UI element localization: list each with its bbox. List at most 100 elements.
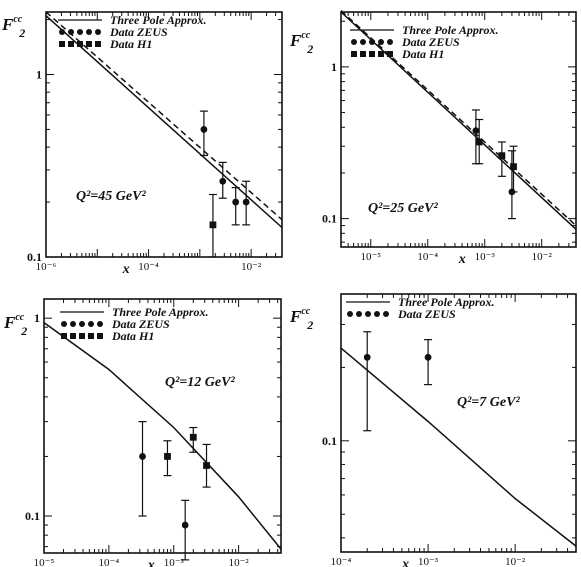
legend-circle-sample — [369, 39, 375, 45]
model-curve-dashed — [340, 10, 577, 227]
legend-label: Data H1 — [111, 329, 154, 343]
legend-label: Data ZEUS — [397, 307, 456, 321]
x-tick-label: 10⁻² — [229, 557, 250, 567]
chart-panel-3: 10⁻⁵ 10⁻⁴ 10⁻³ 10⁻² 0.1 1 x Fcc 2 Three Pole Appr… — [3, 298, 282, 567]
chart-panel-4: 10⁻⁴ 10⁻³ 10⁻² 0.1 x Fcc 2 Three Pole Approx.Da… — [289, 293, 577, 567]
legend-circle-sample — [356, 311, 362, 317]
model-curve — [340, 11, 577, 230]
q2-annotation: Q²=7 GeV² — [457, 395, 520, 410]
legend-circle-sample — [347, 311, 353, 317]
legend-square-sample — [70, 333, 76, 339]
model-curve — [340, 347, 577, 547]
h1-data-point — [203, 462, 210, 469]
y-axis-label: Fcc 2 — [289, 30, 313, 56]
legend-square-sample — [61, 333, 67, 339]
legend-square-sample — [387, 51, 393, 57]
x-axis-label: x — [401, 557, 409, 567]
legend-circle-sample — [70, 321, 76, 327]
y-axis-label: Fcc 2 — [3, 312, 27, 338]
legend-circle-sample — [374, 311, 380, 317]
legend-square-sample — [351, 51, 357, 57]
legend-square-sample — [77, 41, 83, 47]
legend-circle-sample — [61, 321, 67, 327]
zeus-data-point — [424, 353, 432, 361]
h1-data-point — [498, 152, 506, 160]
legend-square-sample — [59, 41, 65, 47]
legend-label: Data H1 — [401, 47, 444, 61]
plot-frame — [340, 293, 577, 553]
x-tick-label: 10⁻⁴ — [138, 261, 159, 273]
zeus-data-point — [181, 521, 189, 529]
legend-circle-sample — [68, 29, 74, 35]
x-tick-label: 10⁻⁶ — [36, 261, 57, 273]
x-tick-label: 10⁻² — [241, 261, 262, 273]
legend-label: Data H1 — [109, 37, 152, 51]
legend-square-sample — [95, 41, 101, 47]
legend-circle-sample — [387, 39, 393, 45]
legend-label: Three Pole Approx. — [398, 295, 495, 309]
legend-circle-sample — [77, 29, 83, 35]
x-tick-label: 10⁻² — [505, 556, 526, 567]
zeus-data-point — [472, 127, 480, 135]
x-tick-label: 10⁻⁴ — [331, 556, 352, 567]
legend-circle-sample — [351, 39, 357, 45]
legend-circle-sample — [360, 39, 366, 45]
legend-square-sample — [378, 51, 384, 57]
legend-circle-sample — [383, 311, 389, 317]
x-axis-label: x — [122, 262, 130, 277]
h1-data-point — [164, 453, 171, 460]
x-tick-label: 10⁻² — [532, 251, 553, 263]
legend-circle-sample — [88, 321, 94, 327]
legend-label: Data ZEUS — [401, 35, 460, 49]
legend-circle-sample — [365, 311, 371, 317]
x-tick-label: 10⁻⁴ — [417, 251, 438, 263]
x-tick-label: 10⁻³ — [164, 557, 185, 567]
legend-label: Three Pole Approx. — [402, 23, 499, 37]
zeus-data-point — [139, 453, 146, 460]
y-tick-label: 0.1 — [322, 212, 337, 226]
x-axis-label: x — [147, 558, 155, 567]
legend-square-sample — [68, 41, 74, 47]
legend-circle-sample — [59, 29, 65, 35]
y-tick-label: 1 — [36, 67, 42, 81]
h1-data-point — [209, 221, 217, 229]
zeus-data-point — [232, 198, 240, 206]
model-curve — [43, 321, 282, 550]
legend-circle-sample — [95, 29, 101, 35]
model-curve — [45, 15, 283, 229]
y-tick-label: 1 — [34, 311, 40, 325]
legend-square-sample — [86, 41, 92, 47]
zeus-data-point — [363, 353, 371, 361]
q2-annotation: Q²=45 GeV² — [76, 189, 146, 204]
zeus-data-point — [200, 126, 208, 133]
y-tick-label: 0.1 — [27, 250, 42, 264]
chart-panel-2: 10⁻⁵ 10⁻⁴ 10⁻³ 10⁻² 0.1 1 x Fcc 2 Three Pole Appr… — [289, 10, 577, 267]
zeus-data-point — [219, 177, 227, 185]
h1-data-point — [189, 433, 197, 441]
h1-data-point — [475, 138, 483, 146]
legend-label: Three Pole Approx. — [112, 305, 209, 319]
legend-label: Data ZEUS — [109, 25, 168, 39]
y-tick-label: 1 — [331, 60, 337, 74]
x-axis-label: x — [458, 252, 466, 267]
y-tick-label: 0.1 — [25, 509, 40, 523]
x-tick-label: 10⁻⁵ — [360, 251, 381, 263]
legend-circle-sample — [97, 321, 103, 327]
legend-circle-sample — [378, 39, 384, 45]
x-tick-label: 10⁻⁴ — [99, 557, 120, 567]
y-axis-label: Fcc 2 — [289, 306, 313, 332]
q2-annotation: Q²=12 GeV² — [165, 375, 235, 390]
q2-annotation: Q²=25 GeV² — [368, 201, 438, 216]
zeus-data-point — [242, 198, 250, 206]
legend-label: Data ZEUS — [111, 317, 170, 331]
x-tick-label: 10⁻⁵ — [34, 557, 55, 567]
x-tick-label: 10⁻³ — [418, 556, 439, 567]
legend-square-sample — [97, 333, 103, 339]
legend-square-sample — [88, 333, 94, 339]
y-tick-label: 0.1 — [322, 434, 337, 448]
legend-square-sample — [369, 51, 375, 57]
plot-frame — [43, 298, 282, 554]
legend-square-sample — [360, 51, 366, 57]
